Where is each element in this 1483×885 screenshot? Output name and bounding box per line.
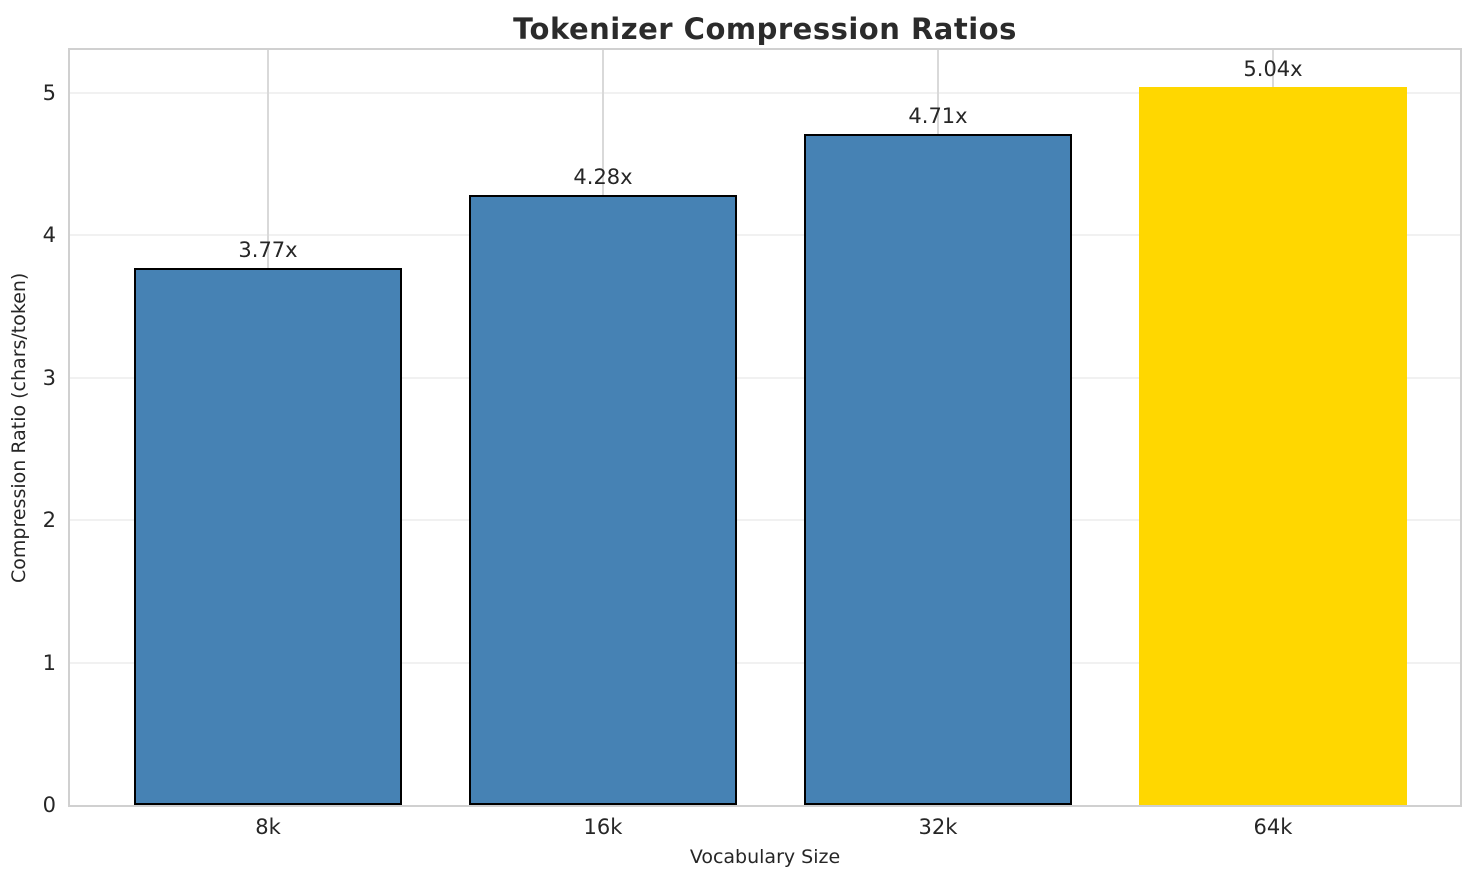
bar-8k <box>134 268 402 805</box>
y-tick-3: 3 <box>42 365 56 390</box>
y-tick-5: 5 <box>42 80 56 105</box>
gridline-y-1 <box>70 661 1460 664</box>
bar-value-label-32k: 4.71x <box>908 104 968 128</box>
bar-64k <box>1139 87 1407 805</box>
x-axis-label: Vocabulary Size <box>689 846 841 868</box>
bar-value-label-16k: 4.28x <box>573 165 633 189</box>
gridline-y-4 <box>70 234 1460 237</box>
y-tick-0: 0 <box>42 793 56 817</box>
y-tick-1: 1 <box>42 650 56 675</box>
bar-32k <box>804 134 1072 805</box>
y-tick-2: 2 <box>42 508 56 533</box>
gridline-y-2 <box>70 519 1460 522</box>
plot-area: 3.77x 4.28x 4.71x 5.04x <box>68 48 1462 807</box>
y-axis-label: Compression Ratio (chars/token) <box>8 272 30 583</box>
x-tick-64k: 64k <box>1253 815 1293 839</box>
gridline-y-3 <box>70 376 1460 379</box>
bar-value-label-64k: 5.04x <box>1243 57 1303 81</box>
x-tick-8k: 8k <box>255 815 281 839</box>
bar-value-label-8k: 3.77x <box>238 238 298 262</box>
bars-layer: 3.77x 4.28x 4.71x 5.04x <box>70 50 1460 805</box>
x-tick-16k: 16k <box>583 815 623 839</box>
x-tick-32k: 32k <box>918 815 958 839</box>
gridline-y-5 <box>70 91 1460 94</box>
chart-title: Tokenizer Compression Ratios <box>513 12 1017 46</box>
bar-16k <box>469 195 737 805</box>
y-tick-4: 4 <box>42 223 56 248</box>
